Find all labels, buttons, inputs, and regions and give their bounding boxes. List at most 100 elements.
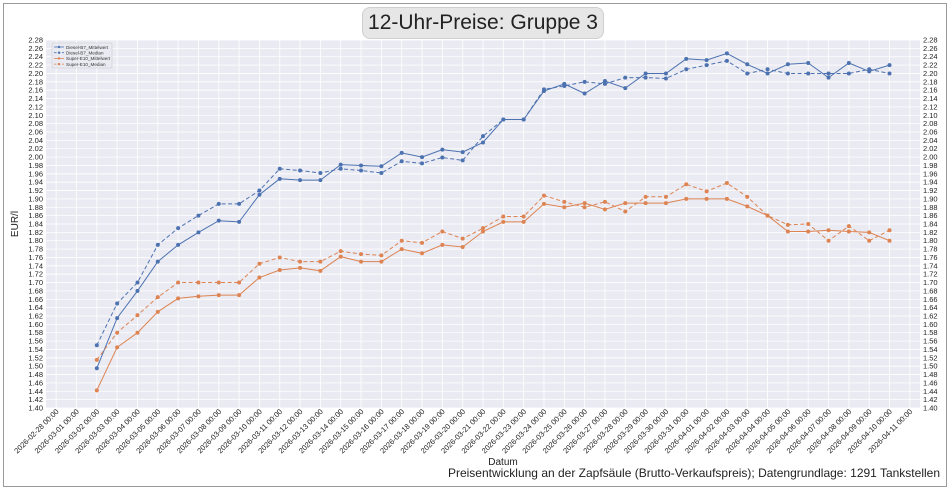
data-point-Diesel-B7_Median [745,71,750,76]
data-point-Super-E10_Median [237,280,242,285]
chart-footer: Preisentwicklung an der Zapfsäule (Brutt… [447,466,940,480]
y-tick-label-right: 1.60 [923,320,938,329]
data-point-Diesel-B7_Mittelwert [602,78,607,83]
data-point-Diesel-B7_Median [785,71,790,76]
data-point-Diesel-B7_Mittelwert [399,150,404,155]
y-tick-label-right: 2.12 [923,102,938,111]
data-point-Diesel-B7_Median [216,201,221,206]
y-axis-label: EUR/l [10,211,21,237]
y-tick-label-right: 1.56 [923,337,938,346]
data-point-Diesel-B7_Mittelwert [318,178,323,183]
y-tick-label-left: 1.46 [28,378,43,387]
data-point-Diesel-B7_Median [806,71,811,76]
data-point-Diesel-B7_Median [338,166,343,171]
chart-title: 12-Uhr-Preise: Gruppe 3 [368,11,598,34]
data-point-Super-E10_Mittelwert [359,259,364,264]
data-point-Super-E10_Mittelwert [277,268,282,272]
data-point-Diesel-B7_Median [135,280,140,285]
y-tick-label-right: 1.52 [923,353,938,362]
y-tick-label-right: 1.64 [923,303,938,312]
data-point-Diesel-B7_Median [602,81,607,86]
series-line-Diesel-B7_Median [96,60,890,346]
data-point-Diesel-B7_Median [481,134,485,139]
data-point-Super-E10_Mittelwert [338,254,343,259]
data-point-Super-E10_Mittelwert [379,259,384,264]
data-point-Diesel-B7_Mittelwert [785,62,790,67]
data-point-Diesel-B7_Mittelwert [277,176,282,181]
data-point-Super-E10_Mittelwert [135,330,140,335]
data-point-Diesel-B7_Mittelwert [481,140,485,145]
y-tick-label-right: 1.84 [923,220,938,229]
data-point-Super-E10_Median [338,249,343,254]
data-point-Diesel-B7_Mittelwert [643,71,648,76]
y-tick-label-right: 1.80 [923,236,938,245]
y-tick-label-left: 1.56 [28,337,43,346]
data-point-Super-E10_Median [541,193,546,198]
chart-title-box: 12-Uhr-Preise: Gruppe 3 [362,7,604,39]
y-tick-label-right: 1.94 [923,178,938,187]
data-point-Diesel-B7_Median [318,170,323,175]
y-tick-label-right: 1.58 [923,328,938,337]
data-point-Super-E10_Median [318,259,323,264]
data-point-Super-E10_Mittelwert [724,196,729,201]
data-point-Diesel-B7_Mittelwert [887,63,892,68]
y-tick-label-right: 1.90 [923,194,938,203]
data-point-Super-E10_Median [176,280,181,285]
legend-entry: Diesel-B7_Median [66,51,104,56]
data-point-Super-E10_Median [745,194,750,199]
y-tick-label-right: 1.70 [923,278,938,287]
data-point-Super-E10_Mittelwert [602,207,607,212]
series-line-Diesel-B7_Mittelwert [96,52,890,369]
data-point-Diesel-B7_Median [704,63,709,68]
data-point-Super-E10_Median [94,357,99,362]
y-tick-label-right: 1.74 [923,261,938,270]
y-tick-label-left: 1.54 [28,345,43,354]
y-tick-label-right: 2.10 [923,111,938,120]
data-point-Super-E10_Mittelwert [745,204,750,209]
data-point-Super-E10_Median [298,259,303,264]
y-tick-label-right: 1.96 [923,169,938,178]
data-point-Super-E10_Median [379,253,384,258]
legend-marker [57,57,61,60]
data-point-Super-E10_Mittelwert [176,296,181,301]
y-tick-label-left: 2.20 [28,69,43,78]
y-tick-label-left: 2.26 [28,44,43,53]
y-tick-label-left: 1.70 [28,278,43,287]
data-point-Diesel-B7_Mittelwert [237,219,242,224]
y-tick-label-right: 1.54 [923,345,938,354]
y-tick-label-right: 1.88 [923,203,938,212]
data-point-Super-E10_Mittelwert [582,201,587,206]
data-point-Super-E10_Mittelwert [643,201,648,206]
data-point-Super-E10_Median [501,214,506,219]
data-point-Diesel-B7_Mittelwert [704,58,709,63]
data-point-Diesel-B7_Mittelwert [826,75,831,80]
data-point-Super-E10_Mittelwert [115,345,120,350]
legend-entry: Diesel-B7_Mittelwert [66,45,109,50]
data-point-Super-E10_Median [785,222,790,227]
data-point-Super-E10_Median [115,330,120,335]
y-tick-label-right: 1.86 [923,211,938,220]
data-point-Super-E10_Median [623,209,628,214]
data-point-Diesel-B7_Median [663,76,668,81]
y-tick-label-left: 2.06 [28,128,43,137]
y-tick-label-right: 1.40 [923,404,938,413]
data-point-Diesel-B7_Median [298,168,303,173]
y-tick-label-right: 1.78 [923,245,938,254]
y-tick-label-right: 1.50 [923,362,938,371]
y-tick-label-right: 1.68 [923,286,938,295]
data-point-Super-E10_Mittelwert [623,201,628,206]
data-point-Super-E10_Median [643,194,648,199]
y-tick-label-right: 1.72 [923,270,938,279]
y-tick-label-left: 1.74 [28,261,43,270]
data-point-Super-E10_Median [806,222,811,226]
y-tick-label-left: 1.40 [28,404,43,413]
y-tick-label-right: 1.82 [923,228,938,237]
data-point-Diesel-B7_Mittelwert [94,366,99,371]
y-tick-label-left: 2.16 [28,86,43,95]
data-point-Super-E10_Median [704,189,709,194]
data-point-Diesel-B7_Median [887,71,892,76]
data-point-Super-E10_Mittelwert [420,251,425,256]
y-tick-label-left: 2.10 [28,111,43,120]
data-point-Super-E10_Mittelwert [440,242,445,247]
